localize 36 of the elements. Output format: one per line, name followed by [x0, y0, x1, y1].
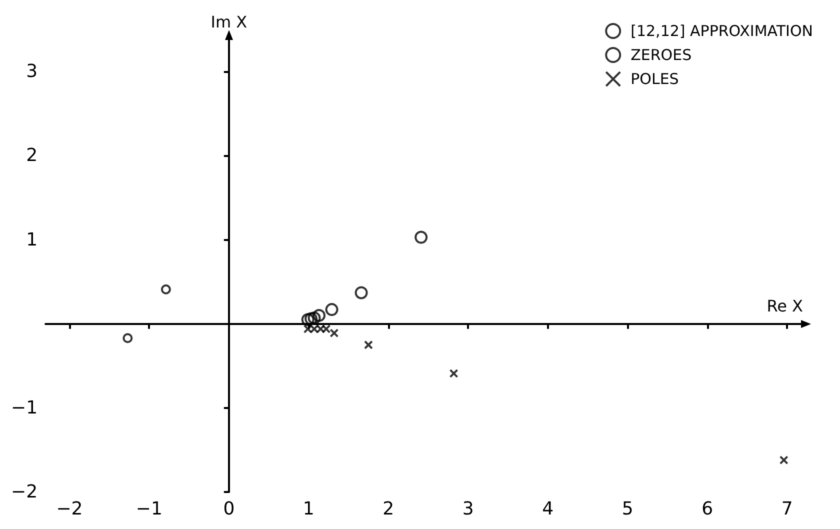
point [122, 333, 133, 344]
y-tick-label: −2 [10, 482, 38, 502]
point [322, 324, 331, 334]
legend-label: [12,12] APPROXIMATION [630, 22, 814, 40]
x-tick-label: 3 [462, 498, 474, 520]
point [310, 324, 319, 334]
point [414, 230, 428, 244]
x-tick-label: 6 [702, 498, 714, 520]
point [449, 368, 458, 378]
point [304, 312, 318, 326]
y-tick-label: 2 [26, 145, 38, 166]
y-axis-title: Im X [210, 12, 248, 32]
y-tick-label: 1 [26, 229, 38, 250]
x-tick-label: 5 [622, 498, 634, 520]
x-tick-label: 1 [302, 498, 314, 520]
x-tick-label: 2 [382, 498, 394, 520]
point [779, 456, 788, 465]
point [316, 324, 326, 334]
point [312, 308, 326, 322]
x-tick-label: 4 [542, 498, 554, 520]
point [354, 286, 368, 300]
x-tick-label: 0 [223, 498, 235, 520]
x-axis-title: Re X [766, 296, 804, 316]
x-tick-label: −2 [56, 498, 83, 520]
x-tick-label: −1 [136, 498, 162, 520]
point [325, 303, 338, 316]
point [301, 313, 314, 326]
legend-label: POLES [630, 70, 679, 88]
point [330, 328, 339, 338]
point [160, 284, 171, 294]
point [364, 340, 373, 350]
x-tick-label: 7 [781, 498, 793, 520]
legend-label: ZEROES [630, 46, 692, 64]
point [308, 311, 321, 324]
y-tick-label: 3 [26, 61, 38, 82]
y-tick-label: −1 [10, 397, 38, 418]
